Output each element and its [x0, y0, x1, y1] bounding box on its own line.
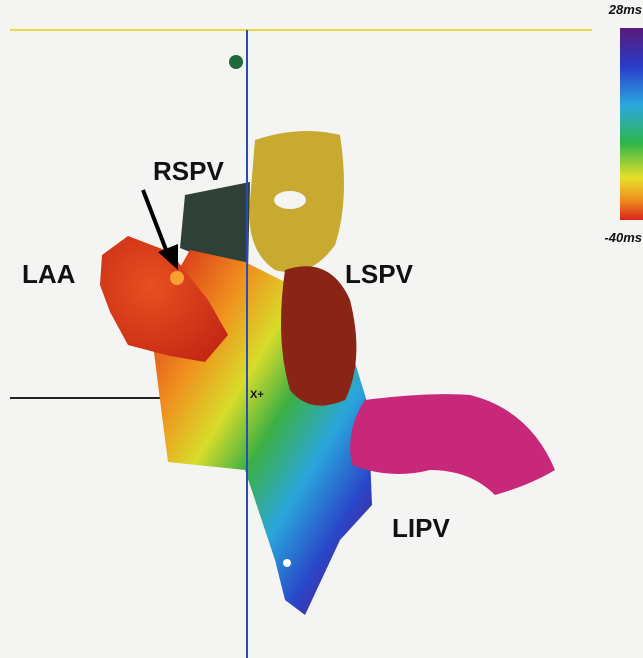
cursor-label: X+ — [250, 389, 264, 401]
colorbar-max: 28ms — [608, 2, 642, 17]
lspv-vein — [281, 266, 357, 406]
marker — [229, 55, 243, 69]
lipv-vein — [350, 394, 555, 495]
rspv-vein — [180, 182, 250, 272]
colorbar-min: -40ms — [604, 230, 642, 245]
site-dot — [170, 271, 184, 285]
label: RSPV — [153, 156, 224, 186]
point — [283, 559, 291, 567]
ring-hole — [274, 191, 306, 209]
laa-lobe — [100, 236, 228, 362]
label: LAA — [22, 259, 76, 289]
arrow-head — [158, 244, 178, 270]
label: LSPV — [345, 259, 414, 289]
label: LIPV — [392, 513, 450, 543]
colorbar — [620, 28, 643, 220]
arrow-shaft — [141, 189, 170, 256]
